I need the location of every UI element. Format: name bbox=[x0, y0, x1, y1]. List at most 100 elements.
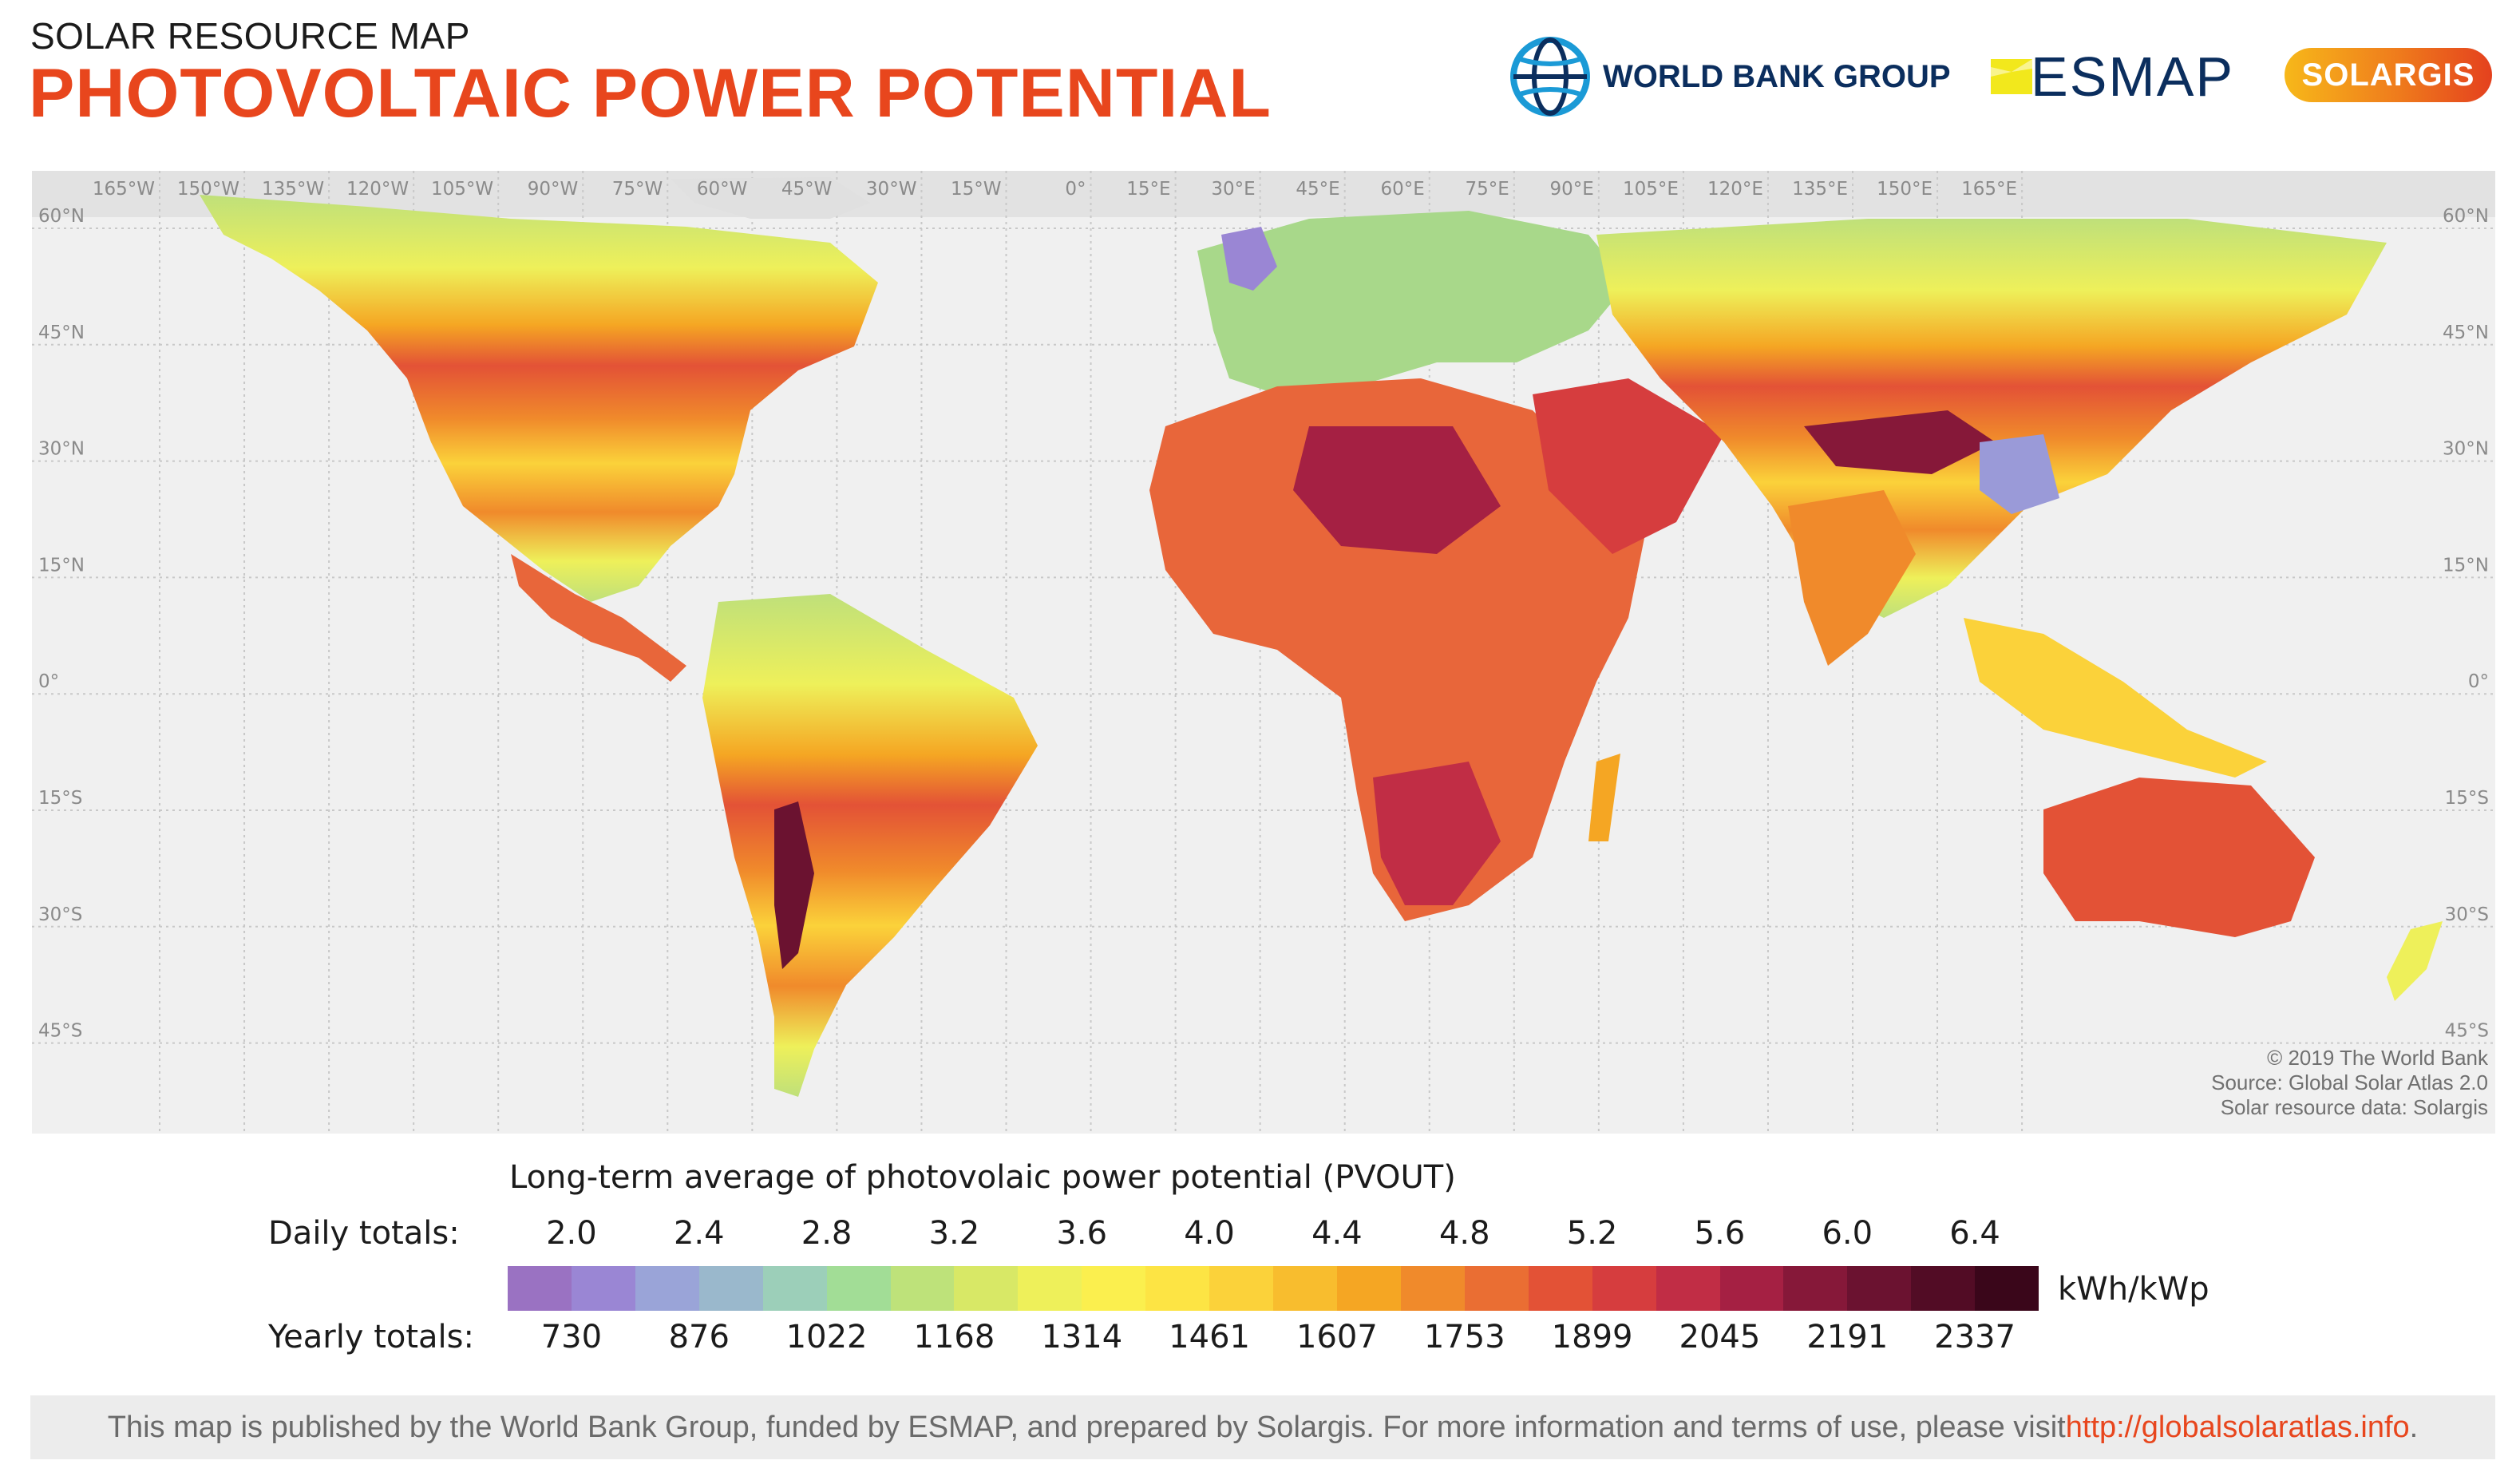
longitude-label: 165°W bbox=[93, 179, 155, 200]
legend-color-swatch bbox=[635, 1266, 699, 1311]
legend-yearly-tick: 730 bbox=[540, 1319, 603, 1355]
middle-east bbox=[1533, 378, 1724, 554]
longitude-label: 0° bbox=[1065, 179, 1086, 200]
latitude-label: 45°S bbox=[38, 1021, 82, 1042]
latitude-label: 30°S bbox=[2445, 904, 2489, 925]
sun-icon bbox=[1991, 59, 2032, 94]
legend-daily-tick: 3.2 bbox=[928, 1215, 980, 1252]
map-credits: © 2019 The World Bank Source: Global Sol… bbox=[2211, 1046, 2488, 1120]
legend-yearly-tick: 1753 bbox=[1423, 1319, 1505, 1355]
uk bbox=[1221, 227, 1277, 291]
legend-daily-tick: 6.0 bbox=[1822, 1215, 1873, 1252]
latitude-label: 60°N bbox=[2443, 206, 2489, 227]
sichuan-basin bbox=[1980, 434, 2059, 514]
legend-yearly-label: Yearly totals: bbox=[268, 1319, 474, 1355]
legend-yearly-tick: 1607 bbox=[1296, 1319, 1378, 1355]
legend-daily-tick: 5.6 bbox=[1694, 1215, 1746, 1252]
legend-color-swatch bbox=[1911, 1266, 1976, 1311]
legend-daily-tick: 2.4 bbox=[673, 1215, 725, 1252]
legend-yearly-tick: 2337 bbox=[1934, 1319, 2016, 1355]
legend-daily-tick: 5.2 bbox=[1566, 1215, 1618, 1252]
credit-line: © 2019 The World Bank bbox=[2267, 1046, 2488, 1070]
longitude-labels: 165°W 150°W 135°W 120°W 105°W 90°W 75°W 60°W 45°… bbox=[93, 179, 2017, 200]
legend-daily-tick: 3.6 bbox=[1056, 1215, 1108, 1252]
legend-color-swatch bbox=[1145, 1266, 1210, 1311]
longitude-label: 150°W bbox=[177, 179, 239, 200]
australia bbox=[2043, 778, 2315, 937]
legend-color-swatch bbox=[954, 1266, 1019, 1311]
legend-title: Long-term average of photovolaic power p… bbox=[509, 1159, 1456, 1196]
longitude-label: 45°E bbox=[1296, 179, 1339, 200]
longitude-label: 135°E bbox=[1792, 179, 1848, 200]
latitude-label: 45°N bbox=[38, 323, 85, 343]
map-title: PHOTOVOLTAIC POWER POTENTIAL bbox=[29, 55, 1272, 132]
legend-daily-tick: 4.0 bbox=[1184, 1215, 1235, 1252]
latitude-label: 45°N bbox=[2443, 323, 2489, 343]
globe-icon bbox=[1510, 37, 1590, 117]
madagascar bbox=[1588, 754, 1620, 841]
legend-yearly-tick: 1314 bbox=[1041, 1319, 1123, 1355]
legend-color-swatch bbox=[571, 1266, 635, 1311]
landmasses bbox=[200, 177, 2443, 1097]
legend-color-swatch bbox=[762, 1266, 827, 1311]
legend-color-swatch bbox=[890, 1266, 955, 1311]
longitude-label: 30°E bbox=[1211, 179, 1255, 200]
central-america bbox=[511, 554, 686, 682]
legend-yearly-tick: 2045 bbox=[1679, 1319, 1761, 1355]
latitude-label: 30°N bbox=[38, 439, 85, 460]
legend-daily-tick: 4.8 bbox=[1438, 1215, 1490, 1252]
legend-yearly-tick: 1022 bbox=[785, 1319, 868, 1355]
legend-yearly-tick: 2191 bbox=[1806, 1319, 1889, 1355]
footer-end: . bbox=[2409, 1410, 2419, 1444]
latitude-labels-left: 60°N 45°N 30°N 15°N 0° 15°S 30°S 45°S bbox=[38, 206, 85, 1042]
india bbox=[1788, 490, 1916, 666]
legend-yearly-tick: 1168 bbox=[913, 1319, 995, 1355]
solargis-text: SOLARGIS bbox=[2301, 57, 2475, 93]
longitude-label: 90°E bbox=[1550, 179, 1594, 200]
legend-daily-tick: 6.4 bbox=[1949, 1215, 2000, 1252]
legend-color-swatch bbox=[1400, 1266, 1465, 1311]
legend-color-swatch bbox=[1719, 1266, 1784, 1311]
latitude-label: 0° bbox=[2468, 671, 2489, 692]
latitude-label: 15°S bbox=[2445, 788, 2489, 809]
longitude-label: 30°W bbox=[866, 179, 917, 200]
latitude-label: 15°N bbox=[2443, 555, 2489, 576]
world-bank-group-text: WORLD BANK GROUP bbox=[1603, 58, 1951, 94]
legend-color-swatch bbox=[1783, 1266, 1848, 1311]
longitude-label: 120°W bbox=[346, 179, 409, 200]
longitude-label: 15°W bbox=[951, 179, 1002, 200]
legend-color-swatch bbox=[1592, 1266, 1656, 1311]
footer-notice: This map is published by the World Bank … bbox=[30, 1395, 2495, 1459]
europe bbox=[1197, 211, 1628, 394]
longitude-label: 105°W bbox=[431, 179, 493, 200]
longitude-label: 150°E bbox=[1877, 179, 1933, 200]
longitude-label: 15°E bbox=[1126, 179, 1170, 200]
tibet-plateau bbox=[1804, 410, 1996, 474]
longitude-label: 60°E bbox=[1380, 179, 1424, 200]
andes-high bbox=[774, 801, 814, 969]
world-bank-group-logo: WORLD BANK GROUP bbox=[1509, 35, 1951, 118]
sahara-core bbox=[1293, 426, 1501, 554]
southern-africa bbox=[1373, 762, 1501, 905]
legend-color-swatch bbox=[1273, 1266, 1337, 1311]
south-america bbox=[702, 594, 1038, 1097]
legend-color-swatch bbox=[1847, 1266, 1912, 1311]
latitude-label: 30°N bbox=[2443, 439, 2489, 460]
latitude-label: 45°S bbox=[2445, 1021, 2489, 1042]
southeast-asia bbox=[1964, 618, 2267, 778]
longitude-label: 60°W bbox=[697, 179, 748, 200]
legend-daily-tick: 2.8 bbox=[801, 1215, 853, 1252]
credit-line: Solar resource data: Solargis bbox=[2220, 1095, 2488, 1119]
legend-color-swatch bbox=[1018, 1266, 1082, 1311]
longitude-label: 120°E bbox=[1707, 179, 1763, 200]
legend-color-swatch bbox=[1975, 1266, 2039, 1311]
latitude-label: 15°N bbox=[38, 555, 85, 576]
legend-color-swatch bbox=[1336, 1266, 1401, 1311]
footer-link[interactable]: http://globalsolaratlas.info bbox=[2065, 1410, 2410, 1444]
longitude-label: 165°E bbox=[1961, 179, 2017, 200]
solargis-logo: SOLARGIS bbox=[2285, 48, 2492, 102]
longitude-label: 135°W bbox=[262, 179, 324, 200]
legend-color-swatch bbox=[1656, 1266, 1720, 1311]
greenland bbox=[671, 177, 870, 219]
latitude-label: 60°N bbox=[38, 206, 85, 227]
